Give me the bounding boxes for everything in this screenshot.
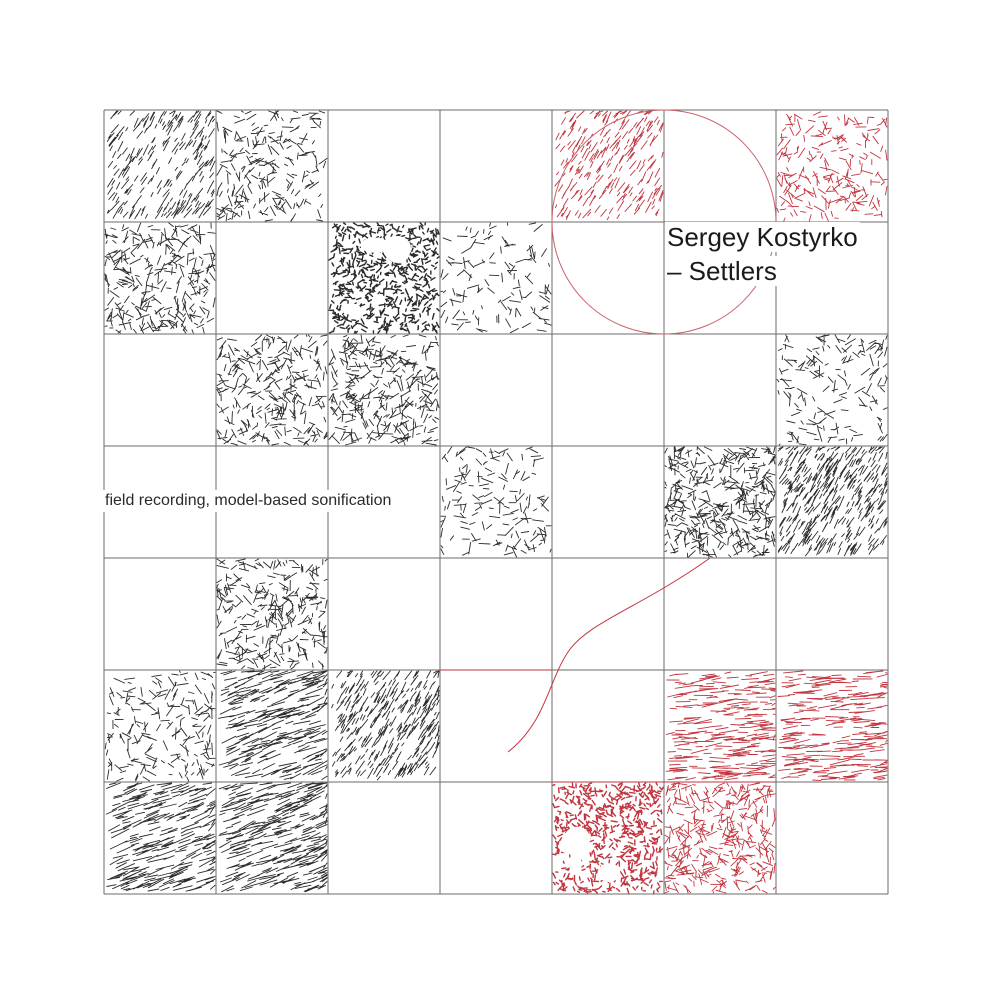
texture-tile [328, 222, 440, 334]
texture-tiles [104, 110, 888, 894]
texture-strokes [216, 110, 328, 222]
texture-strokes [777, 670, 888, 782]
texture-void [558, 839, 595, 855]
texture-tile [777, 670, 888, 782]
texture-tile [664, 782, 776, 894]
texture-tile [218, 670, 328, 780]
texture-strokes [440, 446, 552, 558]
texture-tile [216, 334, 328, 446]
texture-tile [440, 446, 552, 558]
texture-strokes [665, 671, 776, 781]
texture-tile [776, 111, 888, 222]
texture-tile [777, 446, 888, 557]
texture-strokes [664, 782, 776, 894]
texture-strokes [105, 782, 216, 892]
texture-tile [218, 782, 328, 893]
texture-tile [328, 334, 440, 446]
texture-void [569, 855, 582, 874]
texture-strokes [216, 334, 328, 446]
texture-tile [104, 222, 216, 334]
texture-strokes [104, 670, 216, 782]
texture-tile [776, 334, 888, 446]
release-subtitle: field recording, model-based sonificatio… [103, 490, 394, 512]
texture-strokes [218, 782, 328, 893]
texture-tile [552, 782, 664, 894]
texture-tile [216, 558, 328, 670]
texture-tile [664, 446, 776, 558]
texture-void [381, 235, 411, 259]
texture-tile [331, 670, 440, 781]
texture-strokes [776, 111, 888, 222]
texture-void [597, 863, 621, 882]
texture-strokes [104, 222, 216, 334]
release-title: – Settlers [665, 256, 779, 286]
texture-tile [104, 670, 216, 782]
texture-tile [216, 110, 328, 222]
texture-strokes [776, 334, 888, 446]
texture-strokes [328, 334, 440, 446]
texture-strokes [554, 110, 664, 221]
texture-tile [106, 110, 216, 220]
texture-strokes [218, 670, 328, 780]
texture-tile [105, 782, 216, 892]
texture-strokes [777, 446, 888, 557]
texture-tile [554, 110, 664, 221]
texture-strokes [440, 222, 552, 334]
texture-strokes [664, 446, 776, 558]
texture-tile [665, 671, 776, 781]
texture-strokes [106, 110, 216, 220]
texture-void [340, 303, 362, 315]
red-path-line [507, 557, 711, 753]
artist-name: Sergey Kostyrko [665, 222, 860, 252]
texture-strokes [331, 670, 440, 781]
grid-lines [103, 109, 889, 895]
texture-tile [440, 222, 552, 334]
texture-strokes [216, 558, 328, 670]
